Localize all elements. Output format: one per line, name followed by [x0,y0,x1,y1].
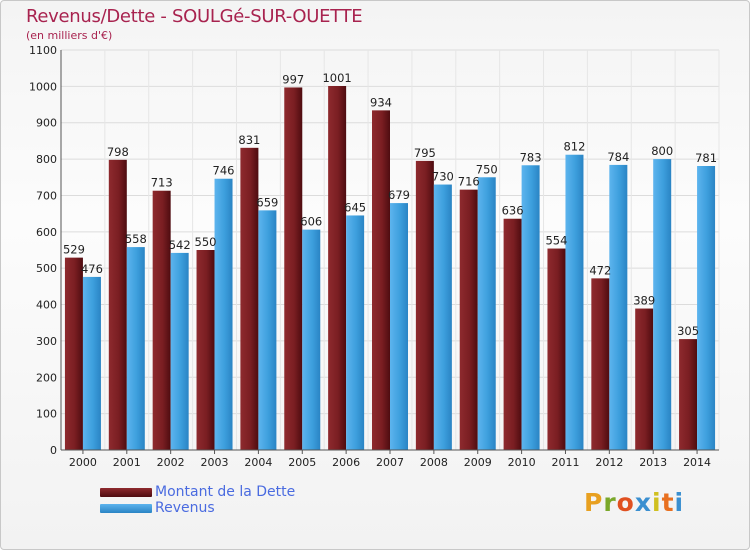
chart-subtitle: (en milliers d'€) [26,29,113,42]
bar-revenus [433,184,452,450]
y-tick-label: 500 [36,262,57,275]
data-label-dette: 934 [370,95,392,109]
bar-dette [547,248,566,450]
y-tick-label: 200 [36,371,57,384]
x-tick-label: 2010 [508,456,536,469]
bar-revenus [170,252,189,450]
bar-dette [240,147,259,450]
data-label-revenus: 746 [213,164,235,178]
y-tick-label: 700 [36,189,57,202]
bar-revenus [302,229,321,450]
x-tick-label: 2002 [157,456,185,469]
data-label-revenus: 558 [125,232,147,246]
y-tick-label: 100 [36,408,57,421]
y-tick-label: 800 [36,153,57,166]
data-label-revenus: 476 [81,262,103,276]
data-label-revenus: 542 [169,238,191,252]
data-label-dette: 472 [589,263,611,277]
legend-swatch-dette [100,488,152,497]
data-label-dette: 997 [282,72,304,86]
x-tick-label: 2013 [639,456,667,469]
bar-revenus [565,154,584,450]
bar-dette [503,218,522,450]
data-label-dette: 716 [458,175,480,189]
bars [64,86,716,451]
bar-revenus [258,210,277,450]
data-label-revenus: 750 [476,162,498,176]
x-tick-label: 2006 [332,456,360,469]
data-label-dette: 305 [677,324,699,338]
data-labels: 529 476 798 558 713 542 550 746 831 659 997 606 1001… [63,71,717,338]
y-tick-label: 600 [36,226,57,239]
x-tick-label: 2012 [595,456,623,469]
data-label-revenus: 659 [256,195,278,209]
data-label-revenus: 783 [520,150,542,164]
data-label-revenus: 730 [432,170,454,184]
x-tick-label: 2007 [376,456,404,469]
data-label-dette: 636 [502,204,524,218]
legend-label-dette: Montant de la Dette [155,484,296,500]
x-tick-label: 2000 [69,456,97,469]
y-tick-label: 400 [36,299,57,312]
legend-swatch-revenus [100,504,152,513]
bar-dette [64,257,83,450]
data-label-revenus: 800 [651,144,673,158]
data-label-dette: 795 [414,146,436,160]
bar-dette [459,189,478,451]
data-label-dette: 713 [151,176,173,190]
x-tick-label: 2008 [420,456,448,469]
bar-revenus [82,276,101,450]
bar-revenus [477,177,496,451]
x-tick-label: 2004 [244,456,272,469]
data-label-revenus: 812 [563,140,585,154]
y-tick-label: 300 [36,335,57,348]
bar-revenus [653,159,672,450]
bar-dette [328,86,347,450]
bar-dette [152,190,171,450]
bar-revenus [214,178,233,450]
x-tick-label: 2003 [201,456,229,469]
legend-label-revenus: Revenus [155,500,215,516]
bar-revenus [609,164,628,450]
bar-dette [196,250,215,450]
bar-dette [415,160,434,450]
bar-revenus [346,215,365,450]
axes: 0 100 200 300 400 500 600 700 800 900 1000 1100 2000… [29,44,719,469]
data-label-revenus: 784 [607,150,629,164]
bar-revenus [697,166,716,450]
x-tick-label: 2011 [551,456,579,469]
bar-dette [108,159,127,450]
data-label-dette: 550 [195,235,217,249]
bar-revenus [390,203,408,450]
bar-revenus [126,247,145,450]
data-label-revenus: 606 [300,215,322,229]
chart-title: Revenus/Dette - SOULGé-SUR-OUETTE [26,6,363,27]
bar-dette [591,278,610,450]
x-tick-label: 2005 [288,456,316,469]
x-tick-label: 2014 [683,456,711,469]
data-label-dette: 554 [545,234,567,248]
y-tick-label: 0 [50,444,57,457]
data-label-dette: 529 [63,243,85,257]
y-tick-label: 1100 [29,44,57,57]
data-label-dette: 798 [107,145,129,159]
bar-dette [284,87,303,451]
x-tick-label: 2001 [113,456,141,469]
bar-revenus [521,165,540,451]
bar-dette [679,339,698,450]
x-tick-label: 2009 [464,456,492,469]
data-label-revenus: 781 [695,151,717,165]
proxiti-logo: Proxiti [584,488,685,517]
data-label-revenus: 645 [344,200,366,214]
data-label-dette: 389 [633,294,655,308]
y-tick-label: 1000 [29,80,57,93]
data-label-revenus: 679 [388,188,410,202]
data-label-dette: 1001 [322,71,351,85]
y-tick-label: 900 [36,117,57,130]
bar-dette [635,308,654,450]
bar-dette [372,110,390,450]
data-label-dette: 831 [238,133,260,147]
